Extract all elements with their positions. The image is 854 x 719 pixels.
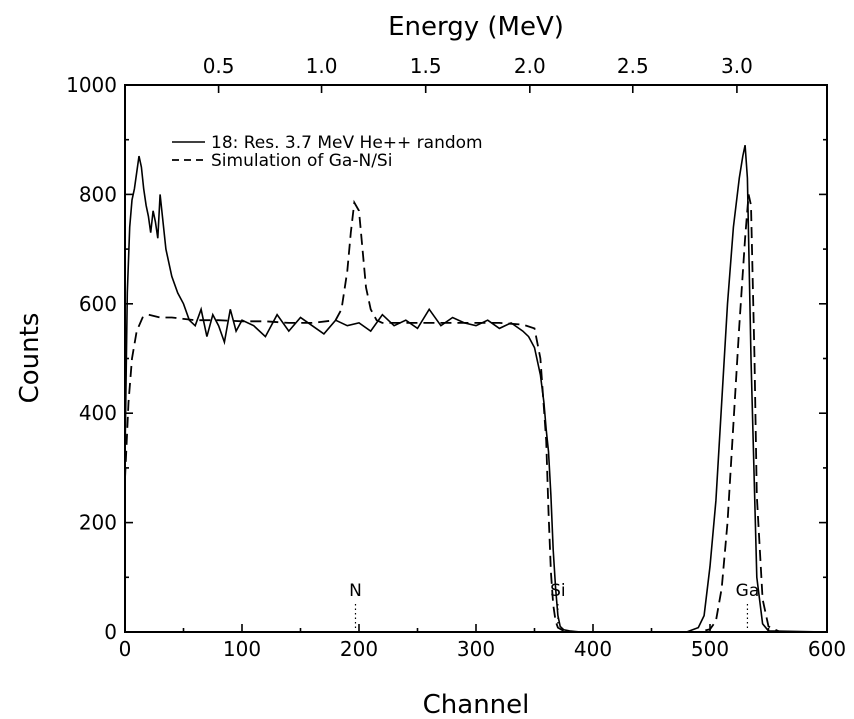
- x-tick-label: 300: [457, 637, 495, 661]
- series-measured-line: [124, 145, 828, 633]
- top-tick-label: 1.0: [306, 54, 338, 78]
- annotation-label: N: [349, 581, 362, 601]
- annotation-label: Ga: [736, 581, 760, 601]
- x-tick-label: 600: [808, 637, 846, 661]
- top-tick-label: 1.5: [410, 54, 442, 78]
- y-tick-label: 200: [79, 511, 117, 535]
- y-tick-label: 800: [79, 182, 117, 206]
- x-axis-title: Channel: [423, 690, 530, 719]
- ticks-layer: 0 100 200 300 400 500 600 0 200 400 600 800 1000 0.5 1…: [66, 54, 846, 661]
- x-tick-label: 100: [223, 637, 261, 661]
- series-simulation-line: [124, 194, 827, 633]
- y-tick-label: 400: [79, 401, 117, 425]
- annotations-layer: N Si Ga: [349, 581, 759, 630]
- x-tick-label: 200: [340, 637, 378, 661]
- x-tick-label: 500: [691, 637, 729, 661]
- x-tick-label: 400: [574, 637, 612, 661]
- legend: 18: Res. 3.7 MeV He++ random Simulation …: [172, 133, 483, 171]
- y-tick-label: 1000: [66, 73, 117, 97]
- y-axis-title: Counts: [15, 313, 45, 404]
- top-tick-label: 2.0: [514, 54, 546, 78]
- top-axis-title: Energy (MeV): [388, 12, 564, 42]
- x-tick-label: 0: [119, 637, 132, 661]
- legend-entry-simulation: Simulation of Ga-N/Si: [211, 151, 392, 171]
- legend-entry-measured: 18: Res. 3.7 MeV He++ random: [211, 133, 483, 153]
- y-tick-label: 600: [79, 292, 117, 316]
- series-layer: [124, 145, 828, 633]
- top-tick-label: 0.5: [203, 54, 235, 78]
- annotation-label: Si: [550, 581, 566, 601]
- top-tick-label: 3.0: [721, 54, 753, 78]
- top-tick-label: 2.5: [617, 54, 649, 78]
- y-tick-label: 0: [104, 620, 117, 644]
